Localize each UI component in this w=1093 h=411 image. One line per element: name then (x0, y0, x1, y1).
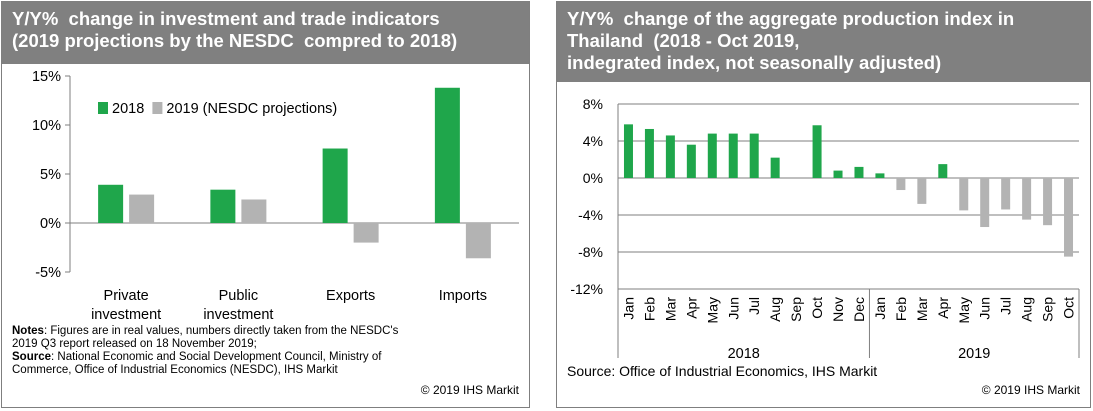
right-bar (1001, 178, 1011, 210)
right-y-tick-label: 4% (583, 133, 603, 149)
right-month-label: Apr (935, 297, 951, 319)
right-y-tick-label: -12% (570, 281, 603, 297)
right-bar (917, 178, 927, 204)
right-group-label: 2018 (728, 346, 760, 362)
right-bar (749, 133, 759, 178)
right-month-label: Mar (914, 297, 930, 321)
left-copyright: © 2019 IHS Markit (420, 383, 519, 397)
right-month-label: Jun (977, 297, 993, 320)
right-month-label: Mar (662, 297, 678, 321)
left-chart-title: Y/Y% change in investment and trade indi… (2, 2, 529, 64)
right-month-label: Oct (1061, 297, 1077, 319)
left-title-line-2: (2019 projections by the NESDC compred t… (12, 30, 458, 51)
left-category-label: Public (219, 288, 259, 304)
right-title-line-1: Y/Y% change of the aggregate production … (567, 8, 1015, 29)
left-y-tick-label: 0% (40, 216, 61, 232)
left-title-line-1: Y/Y% change in investment and trade indi… (12, 8, 440, 29)
left-y-tick-label: 10% (32, 118, 61, 134)
right-chart-panel: Y/Y% change of the aggregate production … (556, 1, 1091, 408)
left-bar-2019 (465, 223, 491, 259)
right-month-label: Feb (641, 297, 657, 321)
right-y-tick-label: -4% (578, 207, 603, 223)
notes-label: Notes (12, 325, 44, 337)
notes-text: : Figures are in real values, numbers di… (12, 325, 399, 350)
left-y-tick-label: -5% (35, 265, 61, 281)
right-source: Source: Office of Industrial Economics, … (567, 363, 878, 379)
right-bar (686, 144, 696, 178)
right-month-label: Nov (830, 297, 846, 322)
right-bar (833, 170, 843, 178)
left-legend-label: 2019 (NESDC projections) (166, 101, 337, 117)
right-month-label: Aug (1019, 297, 1035, 322)
right-bar (665, 135, 675, 178)
right-bar (875, 173, 885, 178)
left-bar-2018 (210, 189, 236, 223)
right-month-label: Aug (767, 297, 783, 322)
left-bar-2019 (241, 199, 267, 223)
right-bar-chart: -12% -8% -4% 0% 4% 8% Jan Feb Mar Apr May Jun Jul Aug… (570, 96, 1080, 362)
left-chart-panel: Y/Y% change in investment and trade indi… (1, 1, 530, 408)
right-bar (644, 128, 654, 178)
right-bar (854, 166, 864, 178)
source-label: Source (12, 351, 51, 363)
right-chart-title: Y/Y% change of the aggregate production … (557, 2, 1090, 82)
right-bar (980, 178, 990, 228)
left-legend-swatch (98, 102, 108, 114)
left-y-tick-label: 15% (32, 69, 61, 85)
right-bar (707, 133, 717, 178)
right-month-label: Jul (746, 297, 762, 315)
left-category-label: Imports (439, 288, 487, 304)
right-title-line-3: indegrated index, not seasonally adjuste… (567, 52, 942, 73)
left-legend-swatch (152, 102, 163, 114)
right-y-tick-label: -8% (578, 244, 603, 260)
right-bar (938, 164, 948, 178)
right-bar (959, 178, 969, 211)
right-month-label: Dec (851, 297, 867, 322)
right-bar (728, 133, 738, 178)
left-legend-label: 2018 (112, 101, 144, 117)
left-bar-2018 (322, 148, 348, 223)
right-month-label: May (704, 297, 720, 323)
left-bar-chart: -5% 0% 5% 10% 15% Private investment Public inve… (32, 69, 519, 323)
right-bar (1064, 178, 1074, 257)
right-month-label: Oct (809, 297, 825, 319)
right-title-line-2: Thailand (2018 - Oct 2019, (567, 30, 800, 51)
right-month-label: Jan (872, 297, 888, 320)
right-month-label: May (956, 297, 972, 323)
right-month-label: Apr (683, 297, 699, 319)
left-category-label: investment (91, 307, 161, 323)
right-y-tick-label: 0% (583, 170, 603, 186)
right-month-label: Sep (1040, 297, 1056, 322)
left-bar-2018 (98, 184, 124, 223)
left-bar-2019 (353, 223, 379, 243)
right-bar (770, 157, 780, 178)
right-bar (1043, 178, 1053, 226)
right-copyright: © 2019 IHS Markit (981, 383, 1080, 397)
left-y-tick-label: 5% (40, 167, 61, 183)
right-month-label: Feb (893, 297, 909, 321)
left-bar-2018 (434, 87, 460, 223)
left-bar-2019 (129, 194, 155, 223)
right-group-label: 2019 (958, 346, 990, 362)
right-month-label: Jul (998, 297, 1014, 315)
right-bar (896, 178, 906, 191)
right-bar (1022, 178, 1032, 220)
left-chart-notes: Notes: Figures are in real values, numbe… (12, 325, 407, 377)
right-bar (623, 124, 633, 178)
right-bar (812, 125, 822, 178)
right-month-label: Jan (620, 297, 636, 320)
right-month-label: Jun (725, 297, 741, 320)
right-y-tick-label: 8% (583, 96, 603, 112)
left-category-label: Private (104, 288, 149, 304)
left-category-label: investment (203, 307, 273, 323)
right-month-label: Sep (788, 297, 804, 322)
source-text: : National Economic and Social Developme… (12, 351, 382, 376)
left-category-label: Exports (326, 288, 375, 304)
